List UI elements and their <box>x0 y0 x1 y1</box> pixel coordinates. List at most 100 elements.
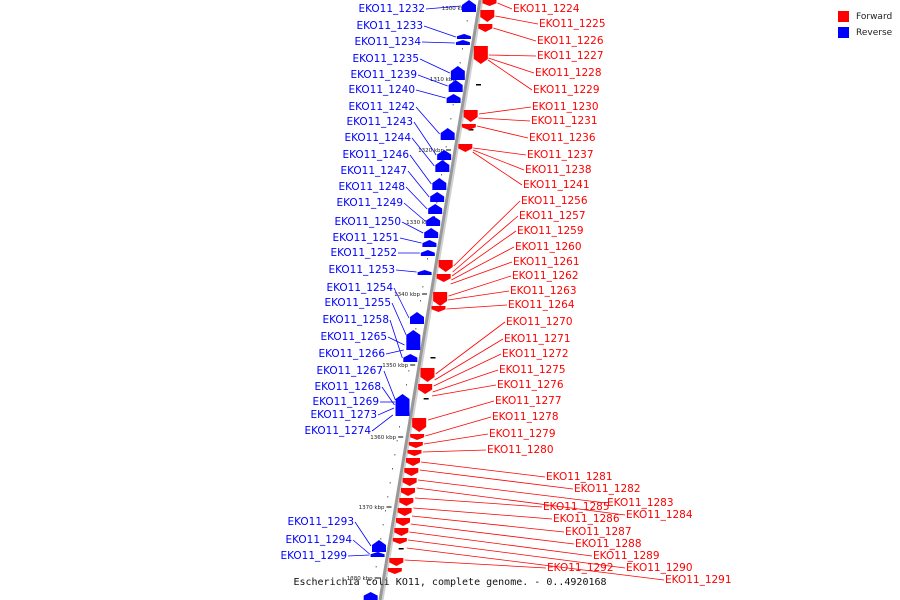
reverse-gene-label: EKO11_1266 <box>318 348 385 360</box>
forward-leader-line <box>453 200 521 267</box>
forward-leader-line <box>432 369 499 393</box>
forward-gene-label: EKO11_1237 <box>527 149 594 161</box>
scale-minor-tick <box>441 174 442 176</box>
forward-gene-label: EKO11_1276 <box>497 379 564 391</box>
scale-minor-tick <box>436 202 438 204</box>
forward-gene-label: EKO11_1257 <box>519 210 586 222</box>
forward-gene-label: EKO11_1236 <box>529 132 596 144</box>
reverse-leader-line <box>391 302 407 336</box>
reverse-gene-label: EKO11_1269 <box>312 396 379 408</box>
scale-minor-tick <box>380 538 382 540</box>
scale-tick-label: 1370 kbp <box>359 505 385 511</box>
forward-gene-glyph <box>399 498 414 506</box>
reverse-gene-glyph <box>410 312 424 324</box>
reverse-swatch-icon <box>838 27 849 38</box>
legend-item-forward: Forward <box>838 9 892 24</box>
forward-gene-glyph <box>436 274 451 282</box>
forward-leader-line <box>431 384 497 397</box>
forward-leader-line <box>413 507 553 520</box>
reverse-gene-label: EKO11_1258 <box>322 314 389 326</box>
genome-caption: Escherichia coli KO11, complete genome. … <box>293 577 607 588</box>
forward-gene-label: EKO11_1261 <box>513 256 580 268</box>
feature-dash <box>398 548 404 550</box>
forward-gene-label: EKO11_1284 <box>626 509 693 521</box>
forward-gene-label: EKO11_1280 <box>487 444 554 456</box>
forward-gene-glyph <box>463 110 478 122</box>
forward-leader-line <box>487 59 533 91</box>
reverse-gene-label: EKO11_1267 <box>316 365 383 377</box>
forward-gene-glyph <box>420 368 435 382</box>
reverse-gene-glyph <box>422 240 437 247</box>
legend-label-forward: Forward <box>856 11 893 22</box>
forward-leader-line <box>410 523 575 545</box>
scale-minor-tick <box>450 118 452 120</box>
reverse-gene-label: EKO11_1232 <box>358 3 425 15</box>
reverse-gene-glyph <box>448 80 463 92</box>
reverse-gene-glyph <box>372 540 386 552</box>
forward-leader-line <box>422 449 487 453</box>
forward-leader-line <box>411 515 565 533</box>
reverse-gene-glyph <box>440 128 455 140</box>
forward-leader-line <box>450 261 513 285</box>
scale-minor-tick <box>392 468 393 470</box>
forward-gene-label: EKO11_1260 <box>515 241 582 253</box>
forward-leader-line <box>473 147 527 156</box>
scale-minor-tick <box>459 62 461 64</box>
scale-minor-tick <box>396 440 398 442</box>
forward-gene-label: EKO11_1231 <box>531 115 598 127</box>
reverse-gene-glyph <box>420 250 435 256</box>
reverse-gene-label: EKO11_1248 <box>338 181 405 193</box>
reverse-gene-glyph <box>446 94 461 103</box>
forward-gene-label: EKO11_1281 <box>546 471 613 483</box>
reverse-leader-line <box>401 221 424 234</box>
reverse-leader-line <box>409 154 432 185</box>
forward-leader-line <box>414 497 543 508</box>
scale-minor-tick <box>408 370 410 372</box>
forward-leader-line <box>497 2 513 10</box>
reverse-leader-line <box>415 106 440 135</box>
forward-leader-line <box>446 304 508 310</box>
forward-gene-glyph <box>404 468 419 476</box>
reverse-gene-label: EKO11_1234 <box>354 36 421 48</box>
reverse-gene-label: EKO11_1265 <box>320 331 387 343</box>
forward-leader-line <box>419 469 574 490</box>
reverse-gene-label: EKO11_1252 <box>330 247 397 259</box>
reverse-leader-line <box>413 121 437 156</box>
forward-gene-label: EKO11_1224 <box>513 3 580 15</box>
scale-minor-tick <box>375 566 377 568</box>
reverse-leader-line <box>419 58 451 74</box>
reverse-leader-line <box>421 41 455 44</box>
legend: Forward Reverse <box>838 9 892 41</box>
reverse-leader-line <box>352 539 370 555</box>
scale-minor-tick <box>415 328 417 330</box>
reverse-leader-line <box>347 554 370 557</box>
scale-minor-tick <box>385 510 386 512</box>
scale-minor-tick <box>422 286 424 288</box>
forward-gene-glyph <box>396 518 410 526</box>
forward-leader-line <box>435 321 506 375</box>
reverse-leader-line <box>383 370 396 401</box>
forward-gene-label: EKO11_1292 <box>547 562 614 574</box>
forward-gene-label: EKO11_1228 <box>535 67 602 79</box>
scale-minor-tick <box>434 216 435 218</box>
forward-leader-line <box>434 338 504 381</box>
scale-tick-label: 1350 kbp <box>382 363 408 369</box>
reverse-gene-glyph <box>417 270 432 275</box>
reverse-gene-glyph <box>450 66 465 80</box>
scale-tick-label: 1380 kbp <box>347 576 373 582</box>
forward-gene-label: EKO11_1264 <box>508 299 575 311</box>
reverse-gene-label: EKO11_1294 <box>285 534 352 546</box>
forward-leader-line <box>472 151 523 186</box>
forward-leader-line <box>425 416 492 437</box>
forward-gene-label: EKO11_1287 <box>565 526 632 538</box>
legend-item-reverse: Reverse <box>838 25 892 40</box>
reverse-leader-line <box>415 89 446 99</box>
reverse-gene-label: EKO11_1244 <box>344 132 411 144</box>
reverse-gene-glyph <box>430 192 445 202</box>
forward-gene-glyph <box>389 558 404 566</box>
forward-gene-label: EKO11_1277 <box>495 395 562 407</box>
scale-tick-label: 1330 kbp <box>406 220 432 226</box>
forward-gene-label: EKO11_1226 <box>537 35 604 47</box>
forward-gene-glyph <box>458 144 473 152</box>
reverse-gene-label: EKO11_1246 <box>342 149 409 161</box>
